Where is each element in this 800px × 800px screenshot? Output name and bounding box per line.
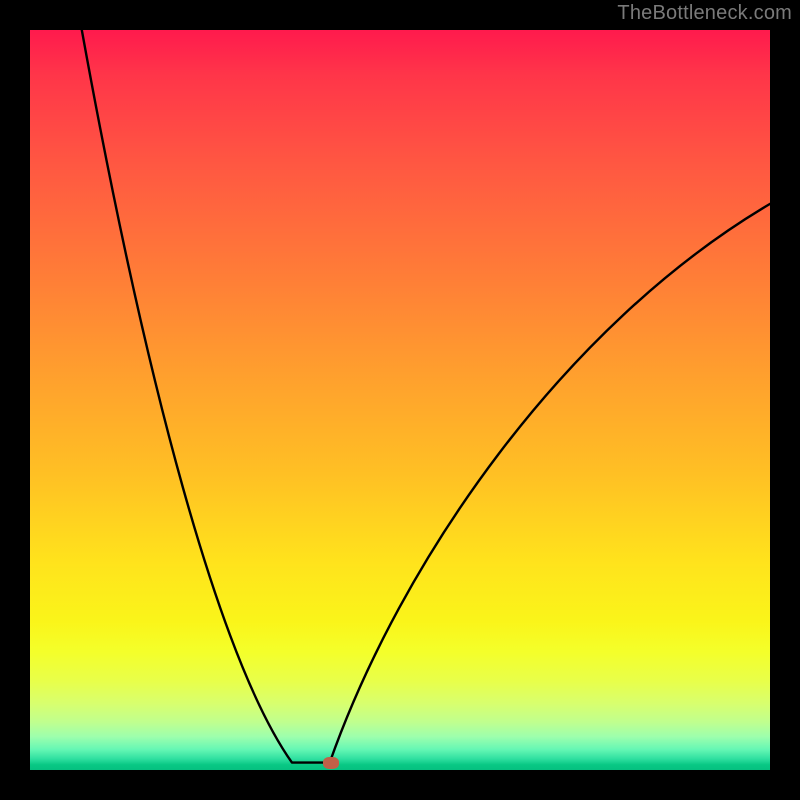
watermark-text: TheBottleneck.com [617, 2, 792, 25]
bottleneck-curve [30, 30, 770, 770]
optimal-point-marker [323, 757, 339, 769]
figure-frame: TheBottleneck.com [0, 0, 800, 800]
plot-area [30, 30, 770, 770]
